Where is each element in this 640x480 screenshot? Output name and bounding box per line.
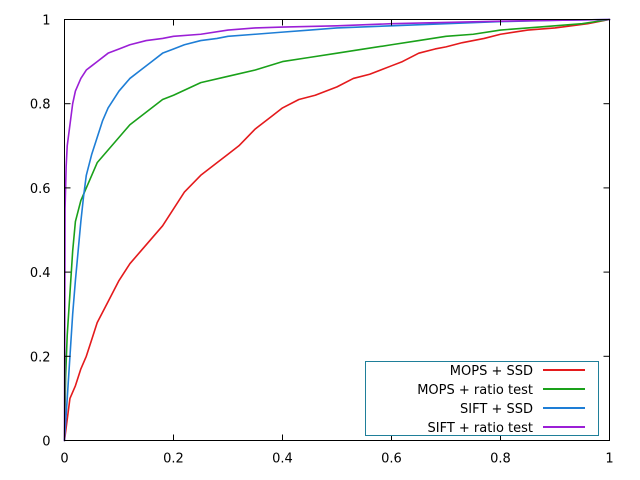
y-tick-label: 0.6: [30, 182, 51, 197]
ticks-layer: 0 0.2 0.4 0.6 0.8 1 0 0.2 0.4 0.6 0.8 1: [30, 14, 614, 467]
series-line-0: [63, 18, 611, 442]
series-line-3: [63, 18, 611, 442]
plot-frame: [64, 19, 610, 441]
y-tick-label: 0.8: [30, 98, 51, 113]
x-tick-label: 0.6: [381, 452, 402, 467]
x-tick-label: 0.4: [272, 452, 293, 467]
legend-label-3: SIFT + ratio test: [427, 421, 533, 436]
y-tick-label: 0.2: [30, 350, 51, 365]
legend-label-1: MOPS + ratio test: [417, 383, 533, 398]
legend: MOPS + SSD MOPS + ratio test SIFT + SSD SIF…: [365, 361, 599, 436]
series-line-1: [63, 18, 611, 442]
y-tick-label: 1: [42, 14, 50, 29]
series-line-2: [63, 18, 611, 442]
x-tick-label: 1: [605, 452, 613, 467]
legend-label-2: SIFT + SSD: [460, 402, 533, 417]
series-layer: [63, 18, 611, 442]
legend-label-0: MOPS + SSD: [450, 364, 533, 379]
x-tick-label: 0: [60, 452, 68, 467]
x-tick-label: 0.2: [163, 452, 184, 467]
legend-box: [365, 361, 599, 436]
y-tick-label: 0: [42, 435, 50, 450]
y-tick-label: 0.4: [30, 266, 51, 281]
x-tick-label: 0.8: [490, 452, 511, 467]
legend-items: MOPS + SSD MOPS + ratio test SIFT + SSD SIF…: [417, 364, 585, 436]
